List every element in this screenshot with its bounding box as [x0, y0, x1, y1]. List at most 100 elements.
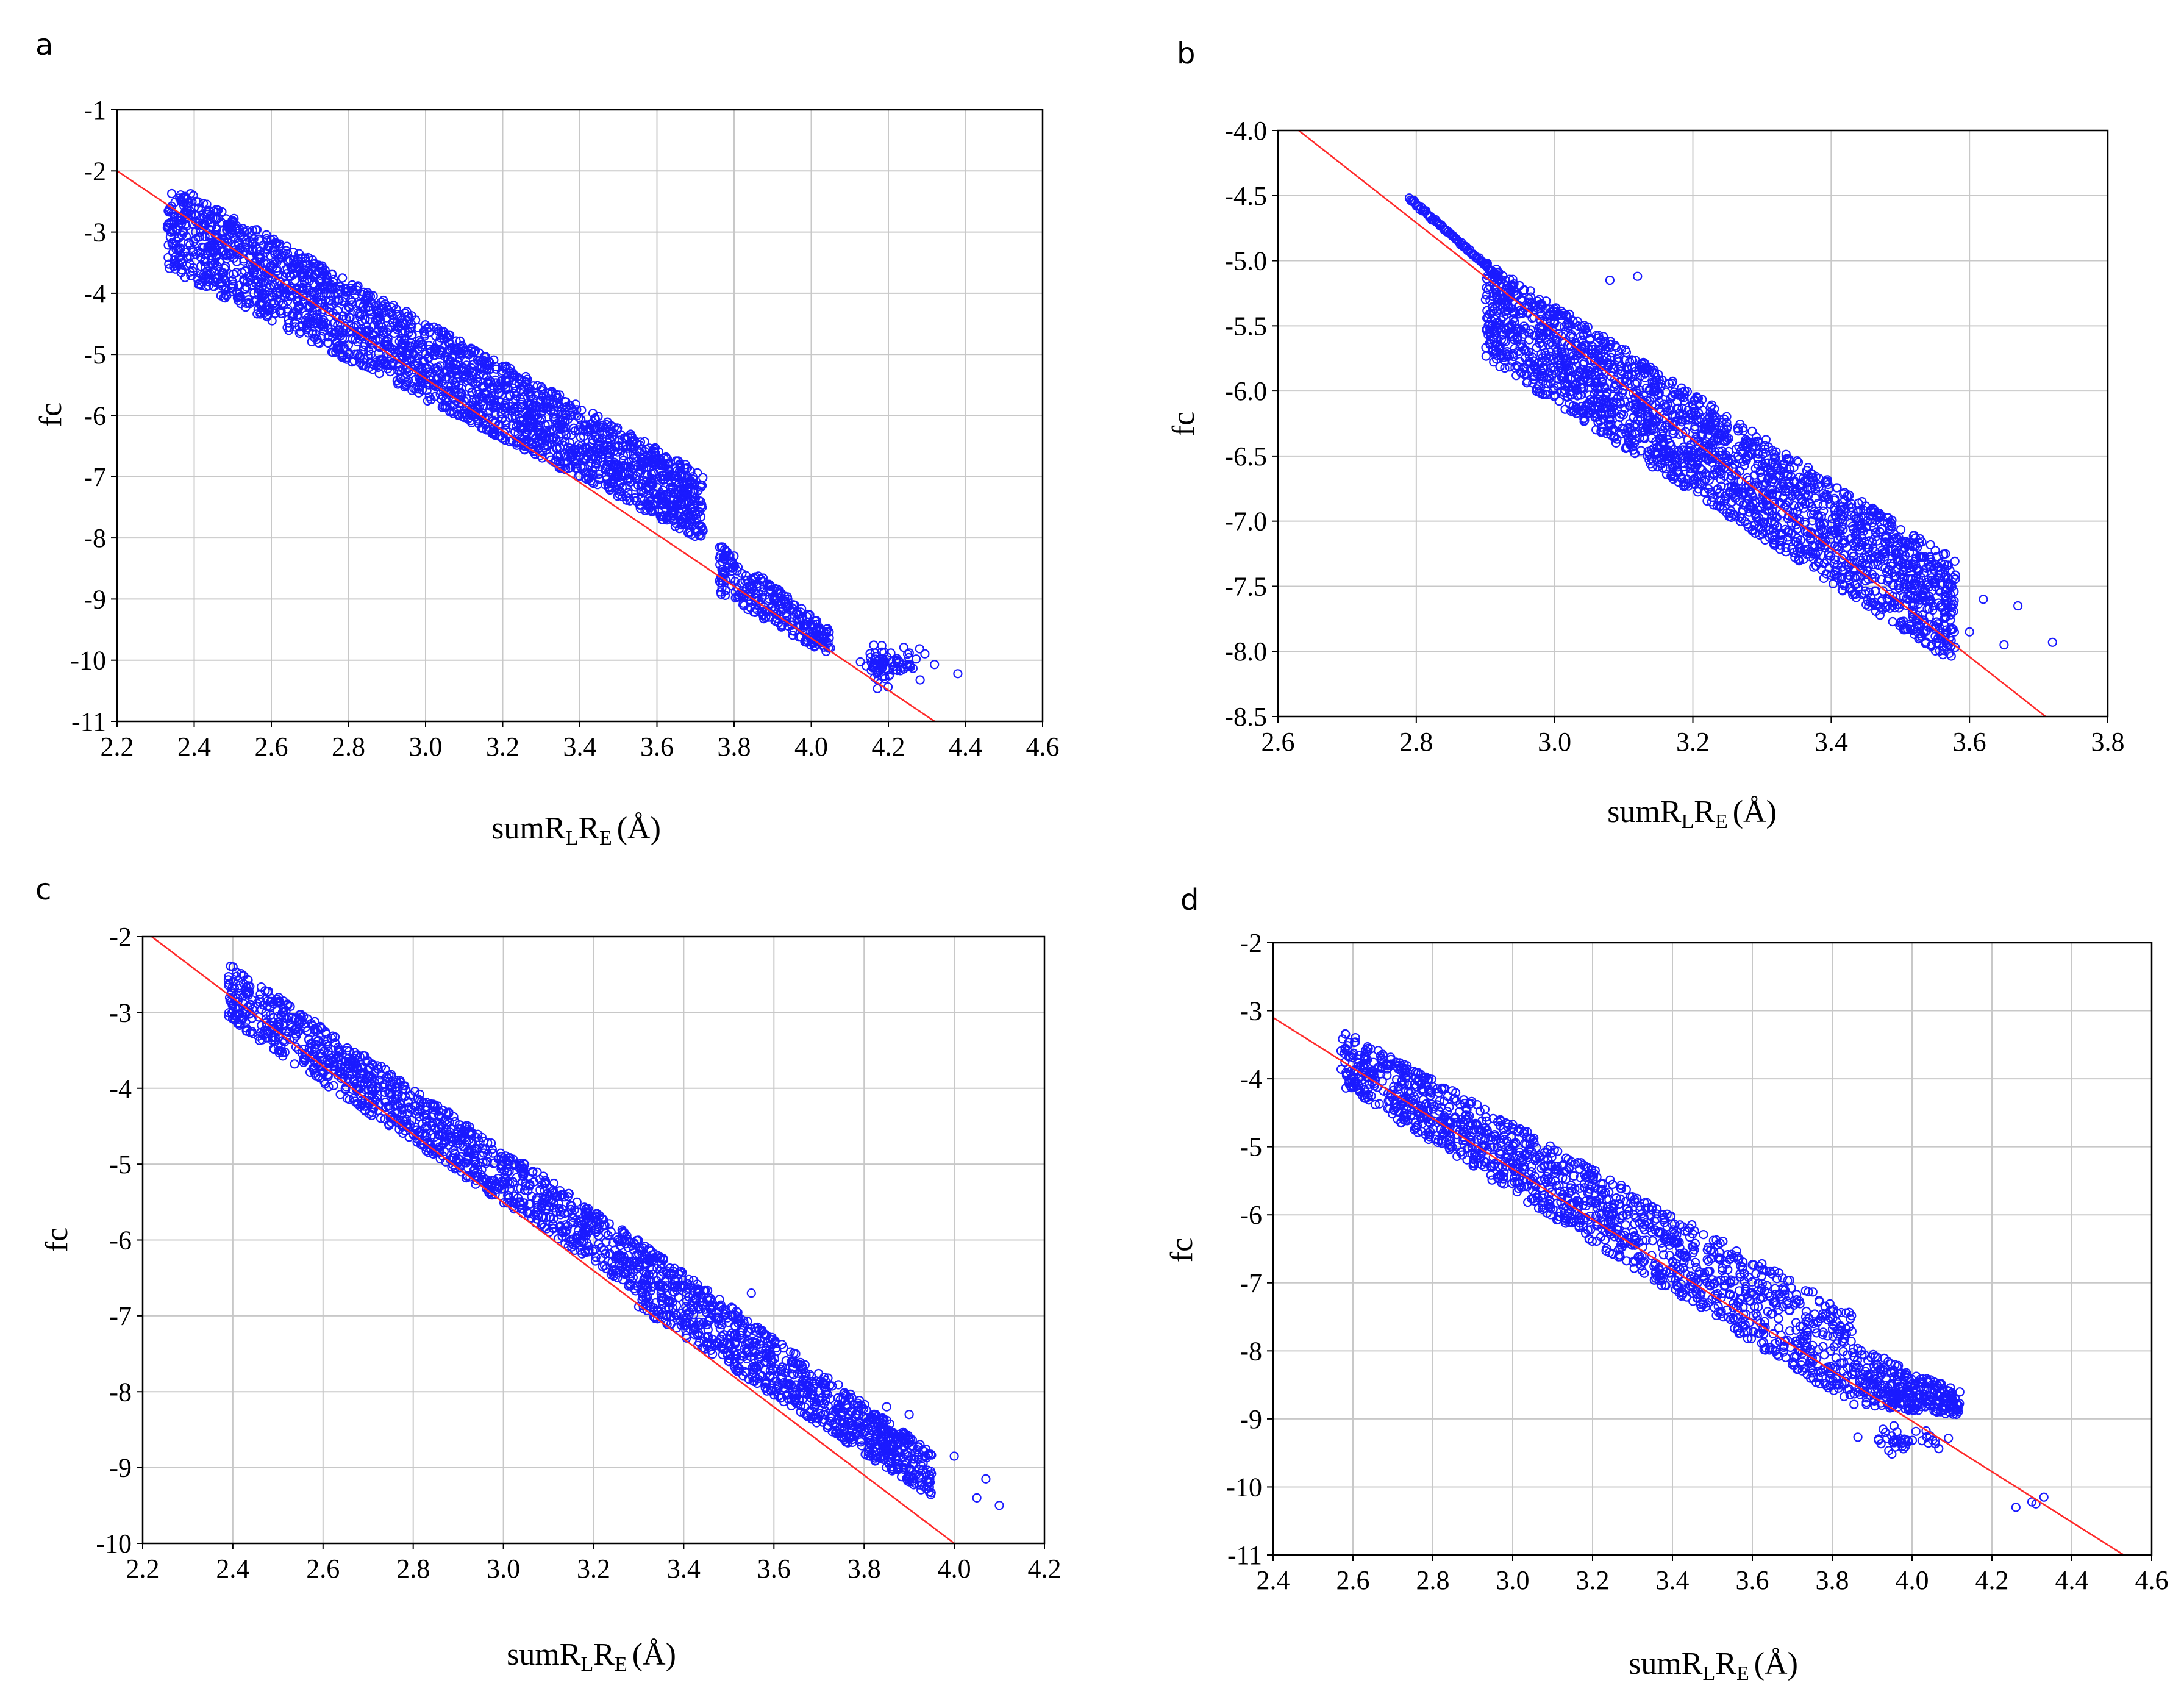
panel-b-point: [1883, 576, 1893, 586]
panel-a-point: [228, 287, 238, 297]
panel-a-point: [620, 432, 630, 443]
panel-a-point: [717, 583, 727, 593]
panel-a-point: [648, 477, 657, 487]
panel-a-point: [715, 542, 724, 552]
panel-a-point: [266, 261, 276, 271]
panel-a-point: [357, 360, 368, 371]
panel-a-point: [254, 281, 264, 291]
panel-a-point: [797, 604, 807, 613]
panel-a-point: [195, 232, 205, 242]
panel-a-point: [397, 340, 407, 349]
panel-a-point: [576, 432, 586, 443]
panel-b-point: [1796, 547, 1806, 557]
panel-a-point: [785, 605, 795, 615]
panel-b-point: [1833, 541, 1843, 551]
panel-b-point: [1830, 555, 1840, 565]
panel-b-point: [1822, 475, 1832, 485]
panel-b-point: [1616, 429, 1626, 439]
panel-a-point: [454, 380, 464, 390]
panel-b-point: [1907, 574, 1917, 584]
panel-b-point: [1530, 301, 1540, 311]
panel-b-point: [1908, 601, 1918, 612]
panel-a-point: [348, 280, 357, 290]
panel-a-point: [305, 276, 315, 285]
panel-a-point: [357, 290, 367, 299]
panel-a-point: [635, 440, 645, 450]
panel-b-point: [1489, 357, 1499, 367]
panel-a-point: [698, 502, 707, 512]
panel-a-point: [260, 276, 270, 285]
panel-b-point: [1522, 378, 1532, 388]
panel-b-point: [1819, 559, 1829, 568]
panel-b-point: [1792, 524, 1802, 534]
panel-b-point: [1800, 517, 1810, 527]
panel-a-point: [655, 459, 665, 469]
panel-b-point: [1580, 373, 1590, 383]
panel-b-point: [1830, 505, 1840, 515]
panel-a-point: [623, 468, 633, 477]
panel-a-point: [765, 585, 776, 595]
panel-b-point: [1566, 329, 1576, 339]
panel-b-point: [1792, 456, 1802, 466]
panel-a-point: [374, 368, 384, 379]
panel-a-point: [179, 192, 188, 202]
panel-b-point: [1849, 551, 1859, 561]
panel-a-point: [523, 422, 533, 432]
panel-a-point: [770, 603, 780, 613]
panel-b-point: [1695, 447, 1705, 457]
panel-a-point: [571, 454, 580, 463]
panel-a-point: [239, 227, 249, 237]
panel-b-x-tick-label: 2.8: [1399, 727, 1433, 757]
panel-a-point: [229, 269, 238, 279]
panel-a-plot-frame: [116, 109, 1044, 723]
panel-a-point: [629, 453, 638, 463]
panel-a-point: [285, 291, 295, 301]
panel-b-point: [1872, 536, 1882, 546]
panel-a-point: [163, 252, 173, 262]
panel-a-point: [411, 374, 421, 384]
panel-a-point: [203, 277, 213, 287]
panel-b-point: [1593, 384, 1603, 394]
panel-a-chart: 2.2 2.4 2.6 2.8 3.0 3.2 3.4 3.6 3.8 4.0 4.2 4.4 4.6-…: [34, 95, 1060, 849]
panel-b-point: [1816, 541, 1825, 552]
panel-b-point: [1495, 362, 1505, 371]
panel-b-point: [1654, 375, 1664, 385]
panel-a-point: [212, 205, 221, 215]
panel-b-point: [1679, 410, 1688, 420]
panel-a-point: [248, 263, 258, 273]
panel-b-point: [1872, 557, 1882, 566]
panel-a-point: [441, 387, 451, 396]
panel-a-point: [473, 377, 483, 387]
panel-a-point: [189, 237, 199, 246]
panel-a-point: [290, 258, 300, 268]
panel-a-point: [599, 441, 609, 452]
panel-b-point: [1513, 362, 1523, 372]
panel-a-point: [478, 401, 488, 411]
panel-b-point: [1541, 303, 1551, 313]
panel-a-x-tick-label: 3.2: [486, 732, 519, 762]
panel-b-point: [1549, 316, 1559, 326]
panel-a-point: [177, 265, 187, 274]
panel-b-point: [1919, 628, 1929, 638]
panel-b-point: [1616, 344, 1627, 354]
panel-b-point: [1943, 603, 1953, 613]
panel-a-point: [673, 456, 683, 466]
panel-a-point: [892, 654, 902, 663]
panel-a-point: [476, 391, 486, 401]
panel-b-point: [1509, 313, 1519, 324]
panel-a-point: [904, 648, 914, 658]
panel-a-point: [248, 244, 258, 254]
panel-b-point: [1639, 432, 1649, 443]
panel-a-point: [865, 652, 876, 662]
panel-a-point: [552, 443, 562, 452]
panel-a-point: [538, 390, 549, 400]
panel-b-point: [1662, 407, 1672, 416]
panel-b-point: [1644, 449, 1654, 459]
panel-a-point: [569, 423, 579, 433]
panel-b-point: [1491, 354, 1501, 364]
panel-b-point: [1768, 510, 1777, 521]
panel-a-point: [247, 237, 257, 247]
panel-a-point: [180, 273, 190, 282]
panel-a-point: [316, 295, 326, 305]
panel-b-point: [1519, 285, 1529, 295]
